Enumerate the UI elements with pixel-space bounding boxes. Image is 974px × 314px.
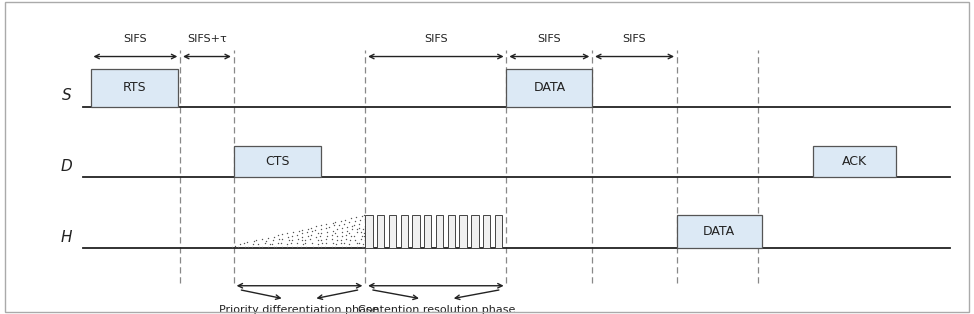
Text: SIFS+τ: SIFS+τ [187, 34, 227, 44]
Text: H: H [60, 230, 72, 245]
Bar [412, 215, 420, 248]
Bar [483, 215, 490, 248]
Text: CTS: CTS [265, 155, 290, 168]
Text: Contention resolution phase: Contention resolution phase [357, 305, 515, 314]
Bar [460, 215, 467, 248]
Text: RTS: RTS [123, 81, 146, 95]
Bar [813, 146, 896, 177]
Bar [436, 215, 443, 248]
Bar [677, 215, 762, 248]
Bar [506, 69, 592, 107]
Bar [471, 215, 478, 248]
Text: SIFS: SIFS [538, 34, 561, 44]
Bar [389, 215, 396, 248]
Text: SIFS: SIFS [424, 34, 448, 44]
Text: SIFS: SIFS [622, 34, 647, 44]
Bar [424, 215, 431, 248]
Bar [91, 69, 178, 107]
Bar [234, 146, 321, 177]
Text: SIFS: SIFS [124, 34, 147, 44]
Text: DATA: DATA [534, 81, 565, 95]
Text: Priority differentiation phase: Priority differentiation phase [219, 305, 379, 314]
Text: S: S [61, 88, 71, 103]
Text: D: D [60, 159, 72, 174]
Bar [495, 215, 502, 248]
Bar [365, 215, 373, 248]
Text: DATA: DATA [703, 225, 735, 238]
Bar [377, 215, 385, 248]
Bar [448, 215, 455, 248]
Text: ACK: ACK [843, 155, 867, 168]
Bar [400, 215, 408, 248]
